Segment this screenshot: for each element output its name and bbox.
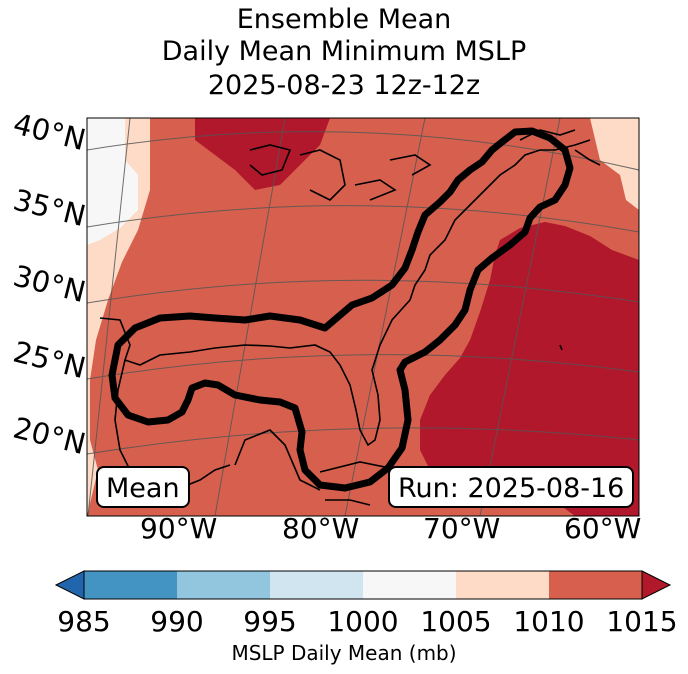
lon-label-70w: 70°W [423, 512, 501, 545]
title-line-3: 2025-08-23 12z-12z [207, 70, 481, 101]
run-date-badge: Run: 2025-08-16 [388, 466, 635, 508]
title-line-1: Ensemble Mean [236, 4, 452, 35]
field-gt1015-north [195, 118, 330, 190]
lon-label-80w: 80°W [282, 512, 360, 545]
colorbar-bin-990-995 [177, 571, 270, 599]
colorbar-bin-985-990 [84, 571, 177, 599]
lon-label-90w: 90°W [140, 512, 218, 545]
field-gt1015-atlantic [420, 222, 639, 516]
colorbar-frame [83, 570, 643, 600]
colorbar-tick-995: 995 [243, 605, 297, 638]
colorbar-bin-1010-1015 [549, 571, 642, 599]
contour-1015mb [108, 127, 574, 492]
mean-badge: Mean [96, 466, 190, 508]
colorbar-tick-1015: 1015 [606, 605, 678, 638]
map-frame [86, 117, 640, 517]
colorbar-tick-1005: 1005 [420, 605, 492, 638]
colorbar-tick-985: 985 [57, 605, 111, 638]
title-line-2: Daily Mean Minimum MSLP [161, 36, 527, 67]
colorbar-tick-990: 990 [150, 605, 204, 638]
colorbar-tick-1010: 1010 [513, 605, 585, 638]
colorbar-bin-1005-1010 [456, 571, 549, 599]
colorbar-over-triangle [641, 570, 672, 600]
field-1000-1005-nw [87, 118, 138, 245]
graticule [87, 118, 639, 516]
colorbar-under-triangle [54, 570, 85, 600]
colorbar-bin-1000-1005 [363, 571, 456, 599]
colorbar-label: MSLP Daily Mean (mb) [231, 641, 457, 665]
colorbar-tick-1000: 1000 [327, 605, 399, 638]
lon-label-60w: 60°W [564, 512, 642, 545]
colorbar-bin-995-1000 [270, 571, 363, 599]
colorbar [54, 570, 672, 600]
